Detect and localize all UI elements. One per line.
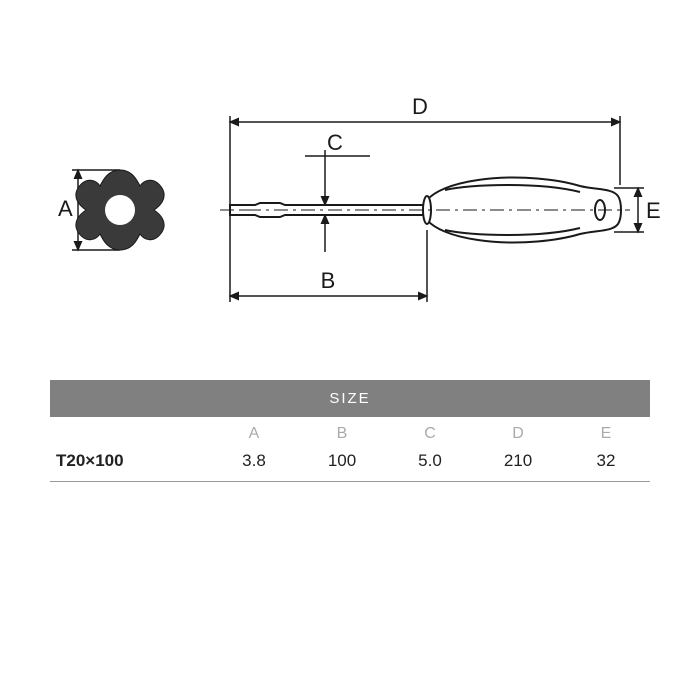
cell-d: 210 [474,451,562,471]
dim-label-c: C [327,130,343,155]
table-header: SIZE [50,380,650,417]
column-headers-row: A B C D E [50,417,650,447]
cell-e: 32 [562,451,650,471]
dim-label-e: E [646,198,661,223]
dim-label-a: A [58,196,73,221]
dim-label-b: B [321,268,336,293]
row-label: T20×100 [50,451,210,471]
cell-a: 3.8 [210,451,298,471]
torx-cross-section: A [58,170,164,250]
cell-b: 100 [298,451,386,471]
technical-diagram: A D C E B [50,80,650,340]
col-header-e: E [562,425,650,443]
col-header-c: C [386,425,474,443]
col-header-b: B [298,425,386,443]
table-row: T20×100 3.8 100 5.0 210 32 [50,447,650,482]
diagram-svg: A D C E B [50,80,650,340]
dim-label-d: D [412,94,428,119]
col-header-a: A [210,425,298,443]
col-header-d: D [474,425,562,443]
size-table: SIZE A B C D E T20×100 3.8 100 5.0 210 3… [50,380,650,482]
cell-c: 5.0 [386,451,474,471]
screwdriver-side: D C E B [220,94,661,302]
